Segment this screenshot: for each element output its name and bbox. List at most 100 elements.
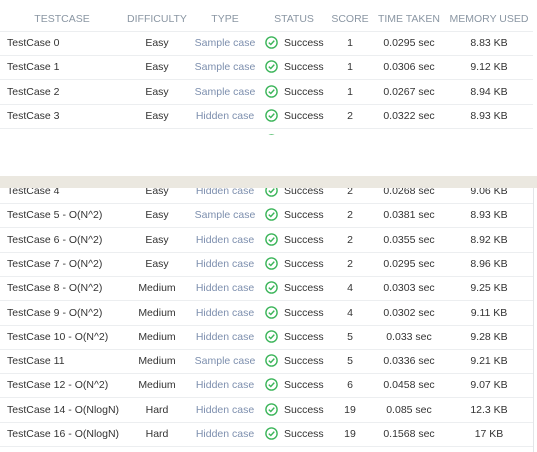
testcase: TestCase 5 - O(N^2) <box>7 209 103 222</box>
row-separator <box>0 128 533 130</box>
difficulty: Easy <box>145 257 169 270</box>
type: Sample case <box>194 355 256 368</box>
type: Sample case <box>194 37 256 49</box>
column-header: SCORE <box>331 13 369 25</box>
difficulty: Easy <box>145 110 169 123</box>
row-separator <box>0 446 533 447</box>
success-icon <box>265 427 278 440</box>
memory-used: 17 KB <box>474 428 504 440</box>
memory-used: 9.21 KB <box>470 355 508 368</box>
score: 2 <box>347 110 353 123</box>
type: Hidden case <box>195 188 255 197</box>
score: 2 <box>347 209 353 222</box>
status: Success <box>284 379 324 392</box>
row-separator <box>0 103 533 105</box>
success-icon <box>265 281 278 294</box>
time-taken: 0.0303 sec <box>383 282 435 295</box>
testcase: TestCase 9 - O(N^2) <box>7 306 103 319</box>
time-taken: 0.0381 sec <box>383 209 435 222</box>
status: Success <box>284 61 324 74</box>
status: Success <box>284 110 324 123</box>
time-taken: 0.0355 sec <box>383 233 435 246</box>
type: Hidden case <box>195 282 255 295</box>
testcase: TestCase 2 <box>7 85 60 98</box>
success-icon <box>265 84 278 98</box>
type: Sample case <box>194 209 256 222</box>
score: 5 <box>347 330 353 343</box>
table-top: TESTCASE DIFFICULTY TYPE STATUS SCORE TIME TA… <box>0 0 537 135</box>
difficulty: Medium <box>138 306 176 319</box>
status: Success <box>284 403 324 416</box>
score: 2 <box>347 188 353 197</box>
success-icon <box>265 354 278 367</box>
difficulty: Medium <box>138 355 176 368</box>
type: Hidden case <box>195 379 255 392</box>
status: Success <box>284 188 324 197</box>
type: Sample case <box>194 61 256 74</box>
memory-used: 12.3 KB <box>470 403 508 416</box>
success-icon <box>265 188 278 197</box>
status: Success <box>284 233 324 246</box>
status: Success <box>284 209 324 222</box>
row-separator <box>0 79 533 81</box>
memory-used: 9.06 KB <box>470 188 508 197</box>
time-taken: 0.0322 sec <box>383 110 435 123</box>
score: 2 <box>347 257 353 270</box>
type: Sample case <box>194 85 256 98</box>
score: 4 <box>347 282 353 295</box>
score: 19 <box>344 403 356 416</box>
difficulty: Medium <box>138 330 176 343</box>
status: Success <box>284 133 324 136</box>
row-separator <box>0 55 533 56</box>
column-header: TESTCASE <box>34 13 90 25</box>
success-icon <box>265 305 278 319</box>
status: Success <box>284 428 324 440</box>
row-separator <box>0 275 533 277</box>
success-icon <box>265 208 278 222</box>
time-taken: 0.0268 sec <box>383 188 435 197</box>
difficulty: Easy <box>145 188 169 197</box>
difficulty: Easy <box>145 209 169 222</box>
score: 1 <box>347 85 353 98</box>
success-icon <box>265 402 278 416</box>
time-taken: 0.0302 sec <box>383 306 435 319</box>
type: Hidden case <box>195 403 255 416</box>
difficulty: Medium <box>138 379 176 392</box>
memory-used: 8.93 KB <box>470 110 508 123</box>
time-taken: 0.0267 sec <box>383 85 435 98</box>
type: Hidden case <box>195 257 255 270</box>
time-taken: 0.0306 sec <box>383 61 435 74</box>
testcase: TestCase 3 <box>7 110 60 123</box>
memory-used: 9.12 KB <box>470 61 508 74</box>
row-separator <box>0 203 533 204</box>
row-separator <box>0 324 533 326</box>
row-separator <box>0 300 533 302</box>
memory-used: 9.06 KB <box>434 133 537 136</box>
status: Success <box>284 37 324 49</box>
time-taken: 0.0268 sec <box>354 133 464 136</box>
score: 1 <box>347 37 353 49</box>
success-icon <box>265 257 278 270</box>
difficulty: Easy <box>145 61 169 74</box>
testcase: TestCase 14 - O(NlogN) <box>7 403 120 416</box>
memory-used: 9.11 KB <box>470 306 508 319</box>
type: Hidden case <box>195 428 255 440</box>
status: Success <box>284 257 324 270</box>
success-icon <box>265 232 278 246</box>
testcase: TestCase 11 <box>7 355 65 368</box>
column-header: TYPE <box>211 13 239 25</box>
row-separator <box>0 421 533 423</box>
memory-used: 9.28 KB <box>470 330 508 343</box>
row-separator <box>0 373 533 375</box>
success-icon <box>265 109 278 122</box>
type: Hidden case <box>195 233 255 246</box>
score: 2 <box>347 233 353 246</box>
memory-used: 9.25 KB <box>470 282 508 295</box>
time-taken: 0.0336 sec <box>383 355 435 368</box>
type: Hidden case <box>195 306 255 319</box>
testcase: TestCase 10 - O(N^2) <box>7 330 109 343</box>
memory-used: 8.92 KB <box>470 233 508 246</box>
score: 19 <box>344 428 356 440</box>
testcase: TestCase 16 - O(NlogN) <box>7 428 120 440</box>
status: Success <box>284 85 324 98</box>
